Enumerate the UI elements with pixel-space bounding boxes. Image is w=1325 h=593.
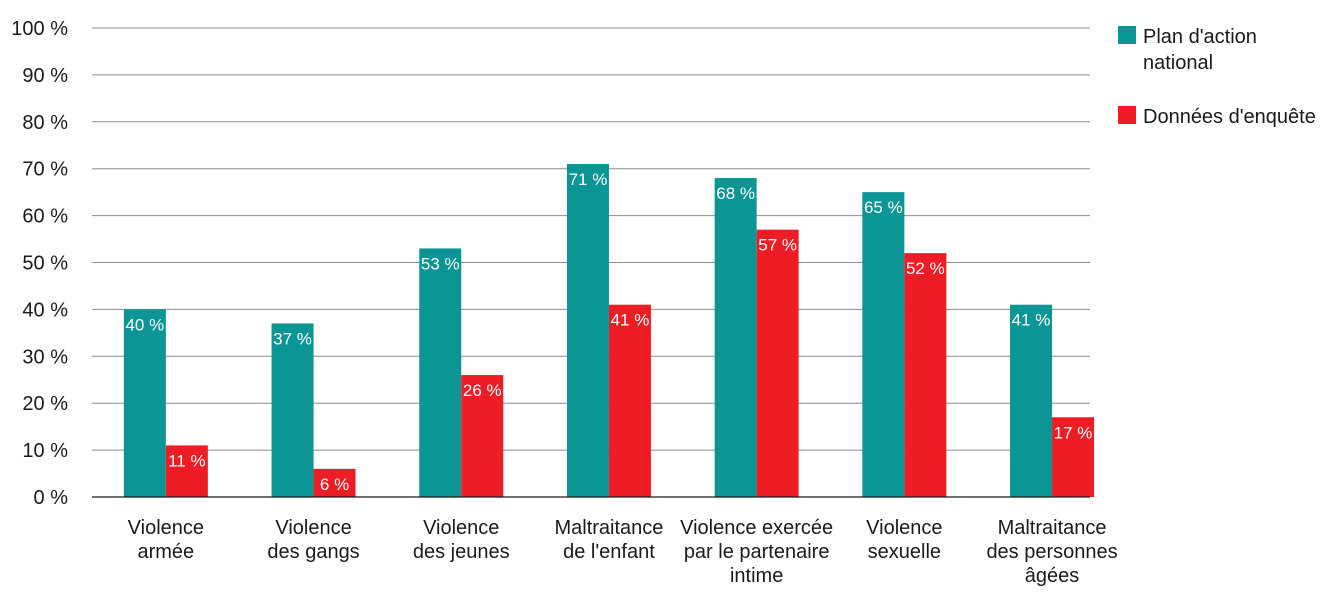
bar-series-0 [419, 248, 462, 497]
legend-swatch-1 [1118, 106, 1136, 124]
legend-label-0: Plan d'action national [1143, 26, 1257, 74]
y-tick-label: 0 % [34, 487, 69, 509]
y-axis-ticks: 0 % 10 % 20 % 30 % 40 % 50 % 60 % 70 % 80 % 90 % 1… [11, 18, 68, 509]
y-tick-label: 90 % [22, 65, 68, 87]
x-category-label: Maltraitance de l'enfant [554, 517, 663, 563]
bar-data-label: 65 % [864, 198, 903, 217]
x-category-label: Violence des jeunes [413, 517, 510, 563]
y-tick-label: 20 % [22, 393, 68, 415]
x-axis: Violence armée Violence des gangs Violence de… [92, 496, 1118, 587]
bar-data-label: 6 % [320, 475, 349, 494]
bar-data-label: 26 % [463, 381, 502, 400]
y-tick-label: 100 % [11, 18, 68, 40]
bar-series-0 [566, 164, 609, 497]
bar-data-label: 71 % [569, 170, 608, 189]
y-tick-label: 60 % [22, 206, 68, 228]
bar-data-label: 37 % [273, 329, 312, 348]
bar-data-label: 52 % [906, 259, 945, 278]
x-category-label: Violence exercée par le partenaire intime [680, 517, 833, 587]
x-category-label: Violence sexuelle [866, 517, 942, 563]
bar-series-1 [608, 304, 651, 497]
y-tick-label: 40 % [22, 299, 68, 321]
bar-series-0 [1010, 304, 1053, 497]
bar-data-label: 41 % [611, 311, 650, 330]
bar-series-0 [271, 323, 314, 497]
bar-series-1 [1052, 417, 1095, 497]
bar-data-label: 68 % [716, 184, 755, 203]
bar-series-0 [123, 309, 166, 497]
bar-series-1 [461, 375, 504, 497]
y-tick-label: 70 % [22, 159, 68, 181]
bar-series-1 [756, 229, 799, 498]
bar-data-label: 40 % [125, 315, 164, 334]
x-category-label: Maltraitance des personnes âgées [986, 517, 1117, 587]
y-tick-label: 80 % [22, 112, 68, 134]
bar-data-label: 41 % [1012, 311, 1051, 330]
bar-data-label: 53 % [421, 254, 460, 273]
bar-data-label: 57 % [758, 236, 797, 255]
y-tick-label: 50 % [22, 253, 68, 275]
bar-series-0 [714, 178, 757, 497]
bar-series-1 [313, 468, 356, 497]
bar-series-0 [862, 192, 905, 497]
bar-series-1 [165, 445, 208, 497]
y-tick-label: 10 % [22, 440, 68, 462]
x-category-label: Violence armée [128, 517, 204, 563]
y-tick-label: 30 % [22, 346, 68, 368]
bar-series-1 [904, 253, 947, 497]
bar-data-label: 17 % [1054, 423, 1093, 442]
legend: Plan d'action national Données d'enquête [1118, 26, 1316, 128]
legend-swatch-0 [1118, 26, 1136, 44]
bar-data-label: 11 % [168, 451, 206, 470]
bars: 40 % 37 % 53 % 71 % 68 % 65 % 41 % 11 % 6 % 26 % 4… [123, 164, 1095, 498]
x-category-label: Violence des gangs [267, 517, 359, 563]
legend-label-1: Données d'enquête [1143, 106, 1316, 128]
